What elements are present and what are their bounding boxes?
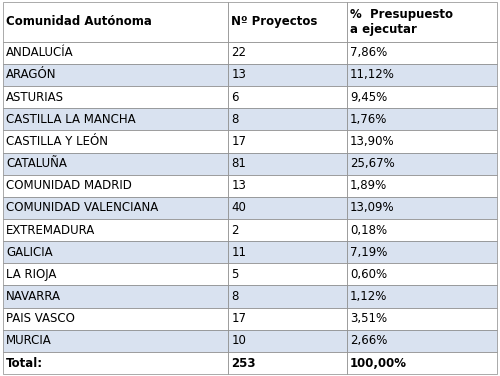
Text: 100,00%: 100,00% [350,356,407,370]
Bar [228,2,346,42]
Bar [2,153,228,175]
Bar [2,330,228,352]
Bar [228,197,346,219]
Bar [346,86,498,108]
Bar [346,175,498,197]
Bar [346,130,498,153]
Bar [346,2,498,42]
Bar [228,42,346,64]
Text: 7,19%: 7,19% [350,246,388,259]
Text: LA RIOJA: LA RIOJA [6,268,56,281]
Bar [346,64,498,86]
Bar [228,153,346,175]
Bar [228,130,346,153]
Text: COMUNIDAD VALENCIANA: COMUNIDAD VALENCIANA [6,202,158,214]
Text: 22: 22 [231,46,246,59]
Bar [346,108,498,130]
Text: 17: 17 [231,135,246,148]
Bar [2,263,228,285]
Bar [2,2,228,42]
Text: 1,89%: 1,89% [350,179,388,192]
Text: 6: 6 [231,91,238,104]
Bar [228,175,346,197]
Bar [228,86,346,108]
Text: 9,45%: 9,45% [350,91,388,104]
Text: Total:: Total: [6,356,43,370]
Text: NAVARRA: NAVARRA [6,290,61,303]
Bar [346,219,498,241]
Text: 10: 10 [231,334,246,347]
Bar [346,153,498,175]
Bar [346,308,498,330]
Text: 13: 13 [231,179,246,192]
Bar [2,197,228,219]
Bar [346,352,498,374]
Text: 1,12%: 1,12% [350,290,388,303]
Text: 17: 17 [231,312,246,325]
Text: COMUNIDAD MADRID: COMUNIDAD MADRID [6,179,132,192]
Bar [346,285,498,308]
Bar [228,330,346,352]
Bar [346,330,498,352]
Bar [346,263,498,285]
Bar [2,64,228,86]
Text: ARAGÓN: ARAGÓN [6,68,56,82]
Text: PAIS VASCO: PAIS VASCO [6,312,75,325]
Text: 13: 13 [231,68,246,82]
Bar [2,308,228,330]
Text: CASTILLA LA MANCHA: CASTILLA LA MANCHA [6,113,136,126]
Text: 25,67%: 25,67% [350,157,395,170]
Text: CASTILLA Y LEÓN: CASTILLA Y LEÓN [6,135,108,148]
Text: Nº Proyectos: Nº Proyectos [231,15,318,28]
Text: CATALUÑA: CATALUÑA [6,157,67,170]
Text: 2,66%: 2,66% [350,334,388,347]
Text: 11: 11 [231,246,246,259]
Bar [228,308,346,330]
Bar [228,64,346,86]
Text: 253: 253 [231,356,256,370]
Text: %  Presupuesto
a ejecutar: % Presupuesto a ejecutar [350,8,453,36]
Text: 40: 40 [231,202,246,214]
Text: Comunidad Autónoma: Comunidad Autónoma [6,15,152,28]
Text: 13,09%: 13,09% [350,202,395,214]
Text: EXTREMADURA: EXTREMADURA [6,224,95,237]
Bar [2,241,228,263]
Text: MURCIA: MURCIA [6,334,52,347]
Bar [346,42,498,64]
Text: 11,12%: 11,12% [350,68,395,82]
Bar [2,108,228,130]
Bar [346,197,498,219]
Bar [228,108,346,130]
Text: GALICIA: GALICIA [6,246,52,259]
Bar [2,352,228,374]
Bar [228,219,346,241]
Text: 3,51%: 3,51% [350,312,387,325]
Bar [2,219,228,241]
Text: ASTURIAS: ASTURIAS [6,91,64,104]
Text: 8: 8 [231,113,238,126]
Text: 2: 2 [231,224,238,237]
Bar [228,241,346,263]
Text: 1,76%: 1,76% [350,113,388,126]
Bar [228,352,346,374]
Text: 5: 5 [231,268,238,281]
Bar [2,42,228,64]
Bar [346,241,498,263]
Text: 81: 81 [231,157,246,170]
Text: 13,90%: 13,90% [350,135,395,148]
Text: ANDALUCÍA: ANDALUCÍA [6,46,73,59]
Text: 0,18%: 0,18% [350,224,387,237]
Bar [228,263,346,285]
Text: 7,86%: 7,86% [350,46,388,59]
Bar [2,130,228,153]
Bar [2,285,228,308]
Bar [228,285,346,308]
Text: 0,60%: 0,60% [350,268,387,281]
Text: 8: 8 [231,290,238,303]
Bar [2,175,228,197]
Bar [2,86,228,108]
